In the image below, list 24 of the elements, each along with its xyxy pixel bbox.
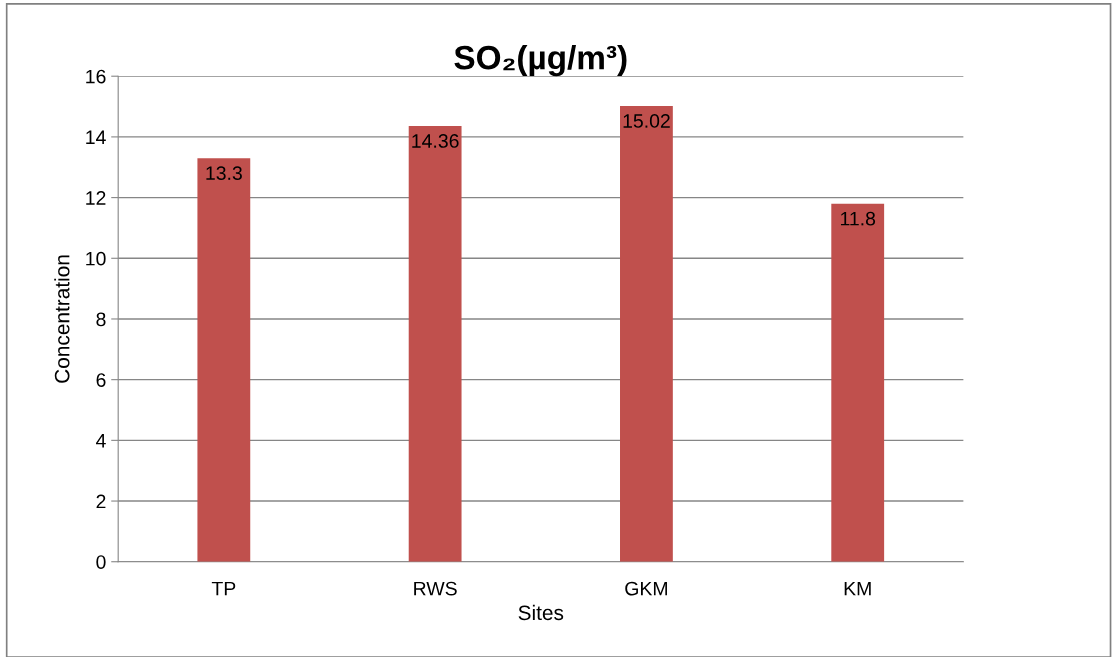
bar xyxy=(408,125,462,562)
y-tick-label: 10 xyxy=(86,251,106,266)
x-tick-label: GKM xyxy=(625,581,667,596)
data-label: 13.3 xyxy=(206,166,242,181)
chart-title: SO₂(µg/m³) xyxy=(454,44,627,77)
y-tick-label: 16 xyxy=(86,69,106,84)
y-tick-label: 6 xyxy=(96,373,106,387)
y-axis-title: Concentration xyxy=(54,255,70,383)
x-axis-title: Sites xyxy=(518,604,564,621)
bar xyxy=(831,203,885,562)
x-tick-label: KM xyxy=(844,581,871,596)
y-tick-label: 8 xyxy=(96,312,106,327)
y-tick-label: 2 xyxy=(96,494,106,509)
bar xyxy=(197,158,251,562)
data-label: 14.36 xyxy=(412,134,459,148)
x-tick-label: RWS xyxy=(414,581,457,596)
y-tick-label: 0 xyxy=(96,555,106,569)
data-label: 15.02 xyxy=(623,114,670,128)
data-label: 11.8 xyxy=(840,211,876,226)
y-tick-label: 14 xyxy=(86,130,106,144)
bar xyxy=(620,105,673,562)
y-tick-label: 12 xyxy=(86,191,106,205)
x-tick-label: TP xyxy=(211,581,236,596)
y-tick-label: 4 xyxy=(96,434,106,448)
